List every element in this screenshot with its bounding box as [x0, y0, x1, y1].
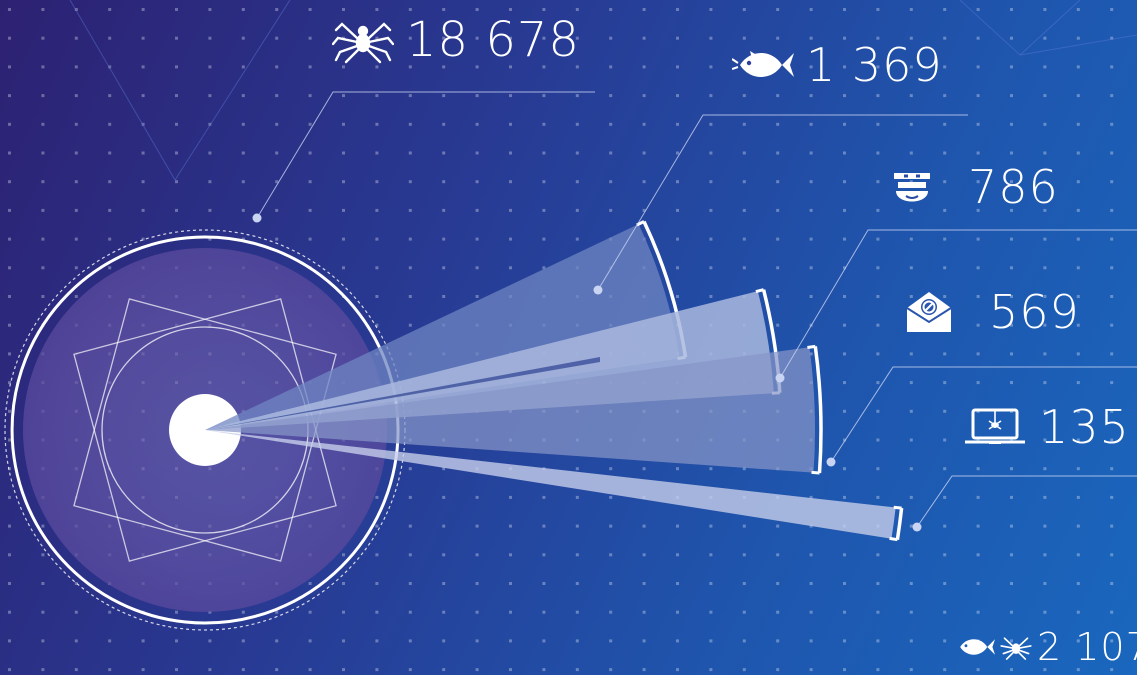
stat-bot: 786 — [890, 160, 1059, 214]
blocked-mail-icon — [905, 290, 953, 334]
wedge-cap-3 — [813, 346, 823, 474]
bandit-mask-icon — [890, 165, 934, 209]
infected-laptop-icon — [963, 407, 1027, 447]
wedge-layer — [205, 220, 904, 542]
leader-lines — [256, 91, 1137, 528]
total-value: 18 678 — [406, 12, 580, 68]
leader-dot-phishing — [593, 285, 603, 295]
square-outline-2 — [73, 298, 337, 562]
leader-dot-pc — [912, 522, 922, 532]
wedge-cap-tick-3-1 — [807, 344, 816, 349]
leader-dot-total — [252, 213, 262, 223]
stat-total: 18 678 — [332, 12, 580, 68]
wedge-cap-tick-3-2 — [811, 470, 820, 475]
wedge-1 — [205, 224, 680, 430]
stat-spam: 569 — [905, 285, 1080, 339]
leader-dot-bot — [775, 373, 785, 383]
stat-pc: 135 — [963, 400, 1130, 454]
wedge-shadow — [205, 357, 600, 430]
leader-dots — [252, 213, 922, 532]
leader-dot-spam — [826, 457, 836, 467]
bot-value: 786 — [968, 160, 1059, 214]
wedge-cap-tick-4-1 — [893, 505, 902, 510]
stat-phishing: 1 369 — [732, 38, 943, 92]
outer-solid-ring-left — [10, 235, 206, 625]
wedge-cap-tick-1-1 — [636, 220, 645, 227]
stat-combined: 2 107 — [955, 625, 1137, 669]
pc-value: 135 — [1039, 400, 1130, 454]
wedge-4 — [205, 430, 896, 539]
wedge-cap-tick-2-1 — [755, 288, 764, 294]
fish-icon — [955, 634, 995, 660]
spam-value: 569 — [989, 285, 1080, 339]
background-lines — [69, 0, 1137, 181]
wedge-3 — [205, 347, 816, 473]
phishing-value: 1 369 — [806, 38, 943, 92]
fish-icon — [732, 45, 794, 85]
spider-icon — [999, 632, 1033, 662]
wedge-cap-tick-4-2 — [889, 536, 898, 542]
combined-value: 2 107 — [1037, 625, 1137, 669]
wedge-cap-4 — [895, 507, 904, 540]
spider-icon — [332, 14, 394, 66]
